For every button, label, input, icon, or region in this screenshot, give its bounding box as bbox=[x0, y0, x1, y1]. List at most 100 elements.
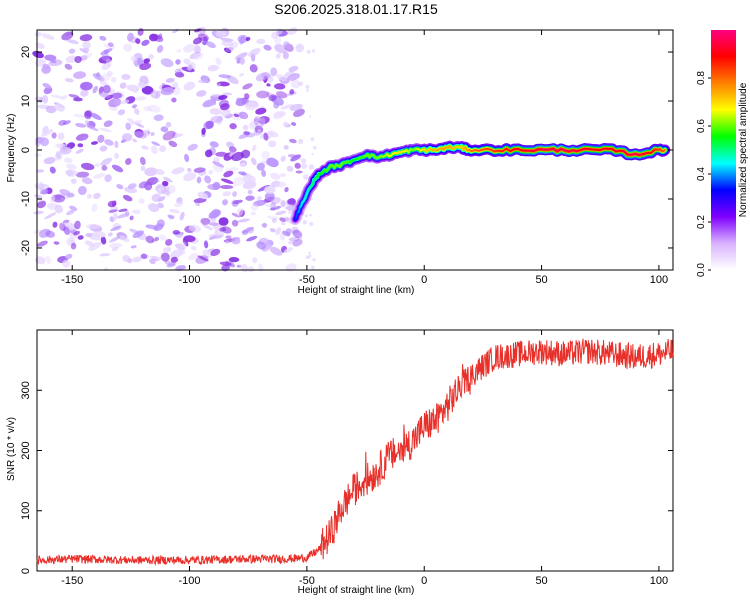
snr-line bbox=[36, 338, 674, 566]
noise-blob bbox=[242, 83, 253, 90]
noise-blob bbox=[90, 141, 99, 145]
noise-blob bbox=[38, 181, 44, 191]
x-tick-label: -100 bbox=[179, 575, 201, 587]
noise-blob bbox=[80, 162, 95, 171]
noise-blob bbox=[99, 35, 107, 41]
noise-blob bbox=[99, 127, 112, 132]
noise-blob bbox=[97, 134, 105, 143]
noise-blob bbox=[80, 89, 89, 97]
noise-blob bbox=[256, 241, 267, 250]
noise-blob bbox=[282, 121, 289, 127]
noise-blob bbox=[201, 127, 206, 135]
noise-blob bbox=[297, 44, 303, 50]
noise-blob bbox=[235, 52, 248, 60]
noise-region bbox=[32, 26, 317, 273]
noise-blob bbox=[239, 57, 245, 65]
noise-blob bbox=[148, 53, 154, 60]
noise-blob bbox=[219, 184, 234, 190]
noise-blob bbox=[141, 39, 150, 46]
x-tick-label: 0 bbox=[421, 274, 427, 286]
noise-blob bbox=[241, 229, 249, 236]
noise-blob bbox=[174, 201, 184, 208]
noise-blob bbox=[91, 203, 98, 212]
noise-blob bbox=[86, 193, 93, 199]
noise-blob bbox=[93, 231, 107, 238]
noise-blob bbox=[237, 218, 250, 223]
noise-blob bbox=[245, 195, 255, 201]
noise-blob bbox=[70, 242, 77, 250]
noise-blob bbox=[286, 165, 294, 172]
noise-blob bbox=[258, 263, 264, 272]
noise-blob bbox=[236, 264, 242, 268]
noise-blob bbox=[289, 89, 295, 95]
noise-blob bbox=[212, 161, 225, 168]
noise-blob bbox=[256, 90, 270, 99]
noise-blob bbox=[309, 221, 314, 227]
noise-blob bbox=[205, 41, 216, 49]
noise-blob bbox=[50, 94, 64, 99]
noise-blob bbox=[120, 99, 130, 105]
noise-blob bbox=[41, 65, 51, 74]
noise-blob bbox=[183, 235, 196, 243]
noise-blob bbox=[219, 103, 230, 111]
noise-blob bbox=[44, 212, 57, 220]
noise-blob bbox=[163, 176, 173, 183]
noise-blob bbox=[197, 79, 209, 84]
noise-blob bbox=[74, 55, 82, 64]
noise-blob bbox=[233, 113, 240, 118]
noise-blob bbox=[140, 165, 146, 171]
noise-blob bbox=[118, 235, 130, 243]
noise-blob bbox=[150, 131, 155, 137]
noise-blob bbox=[100, 48, 113, 55]
noise-blob bbox=[75, 133, 89, 141]
noise-blob bbox=[36, 240, 48, 247]
noise-blob bbox=[188, 224, 202, 233]
noise-blob bbox=[82, 40, 91, 50]
noise-blob bbox=[202, 249, 213, 258]
noise-blob bbox=[268, 140, 277, 148]
noise-blob bbox=[298, 81, 304, 87]
noise-blob bbox=[125, 122, 132, 131]
colorbar-tick-label: 0.0 bbox=[696, 263, 707, 277]
noise-blob bbox=[246, 173, 252, 182]
noise-blob bbox=[179, 211, 185, 221]
noise-blob bbox=[35, 58, 46, 67]
noise-blob bbox=[269, 246, 283, 256]
noise-blob bbox=[58, 119, 67, 126]
noise-blob bbox=[69, 205, 78, 212]
noise-blob bbox=[150, 34, 164, 42]
noise-blob bbox=[179, 242, 186, 249]
noise-blob bbox=[147, 203, 160, 213]
noise-blob bbox=[222, 191, 232, 197]
noise-blob bbox=[45, 230, 56, 238]
x-tick-label: 50 bbox=[535, 575, 547, 587]
noise-blob bbox=[313, 145, 317, 150]
snr-xlabel: Height of straight line (km) bbox=[298, 585, 415, 596]
noise-blob bbox=[109, 236, 121, 243]
noise-blob bbox=[305, 255, 310, 260]
noise-blob bbox=[270, 197, 281, 205]
noise-blob bbox=[89, 112, 102, 121]
noise-blob bbox=[187, 143, 198, 151]
noise-blob bbox=[107, 42, 114, 47]
noise-blob bbox=[310, 137, 315, 142]
noise-blob bbox=[73, 113, 88, 118]
noise-blob bbox=[40, 188, 49, 195]
noise-blob bbox=[161, 189, 171, 196]
noise-blob bbox=[283, 247, 294, 254]
noise-blob bbox=[244, 93, 250, 100]
noise-blob bbox=[275, 210, 287, 216]
noise-blob bbox=[55, 150, 61, 159]
noise-blob bbox=[102, 85, 111, 94]
noise-blob bbox=[197, 191, 205, 199]
noise-blob bbox=[75, 148, 84, 154]
noise-blob bbox=[140, 253, 148, 260]
noise-blob bbox=[222, 199, 228, 206]
noise-blob bbox=[153, 114, 164, 121]
noise-blob bbox=[203, 120, 215, 130]
noise-blob bbox=[268, 94, 277, 102]
x-tick-label: -150 bbox=[61, 274, 83, 286]
noise-blob bbox=[250, 203, 258, 211]
noise-blob bbox=[292, 229, 303, 239]
noise-blob bbox=[210, 93, 223, 97]
